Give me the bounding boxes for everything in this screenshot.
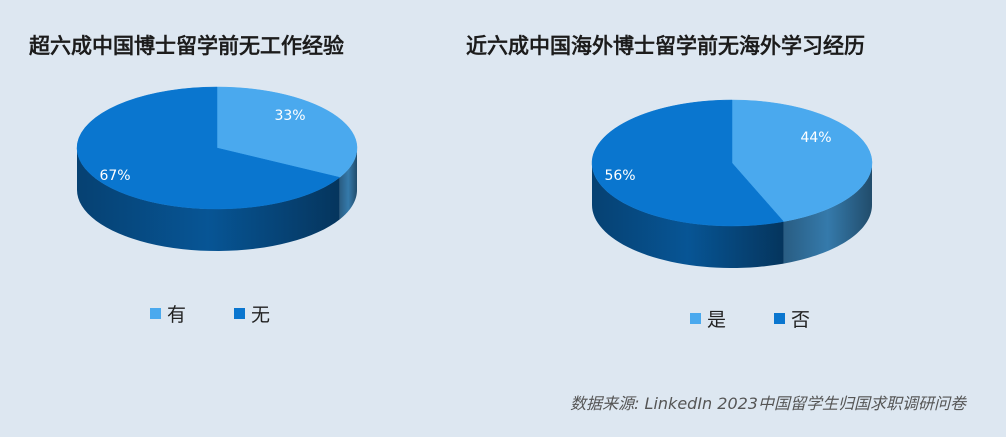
legend-item: 是: [690, 305, 726, 332]
pie-slice: [76, 86, 341, 210]
legend-item: 否: [774, 305, 810, 332]
legend-item: 有: [150, 300, 186, 327]
pie-chart-right: 44% 56%: [591, 99, 873, 268]
pie-slice-side: [77, 148, 340, 251]
pie-slice: [731, 99, 873, 222]
data-label: 67%: [99, 168, 130, 184]
pie-slice-side: [783, 163, 872, 264]
legend-right: 是 否: [690, 305, 810, 332]
data-label: 44%: [800, 130, 831, 146]
legend-left: 有 无: [150, 300, 270, 327]
data-label: 33%: [274, 108, 305, 124]
data-label: 56%: [604, 168, 635, 184]
legend-label: 否: [791, 309, 811, 331]
pie-slice: [591, 99, 785, 227]
chart-panel-left: 超六成中国博士留学前无工作经验 33% 67% 有 无: [0, 0, 440, 360]
pie-slice: [216, 86, 358, 178]
legend-label: 有: [167, 304, 187, 326]
chart-title-right: 近六成中国海外博士留学前无海外学习经历: [466, 34, 865, 58]
legend-label: 是: [707, 309, 727, 331]
legend-item: 无: [234, 300, 270, 327]
legend-swatch: [774, 313, 786, 324]
legend-swatch: [690, 313, 701, 324]
pie-slice-side: [339, 148, 357, 220]
source-note: 数据来源: LinkedIn 2023中国留学生归国求职调研问卷: [570, 394, 966, 413]
legend-swatch: [234, 308, 246, 319]
chart-title-left: 超六成中国博士留学前无工作经验: [29, 34, 344, 58]
chart-panel-right: 近六成中国海外博士留学前无海外学习经历 44% 56% 是 否: [450, 0, 1006, 360]
legend-swatch: [150, 308, 161, 319]
pie-slice-side: [592, 163, 784, 268]
legend-label: 无: [251, 304, 271, 326]
pie-chart-left: 33% 67%: [76, 86, 358, 251]
